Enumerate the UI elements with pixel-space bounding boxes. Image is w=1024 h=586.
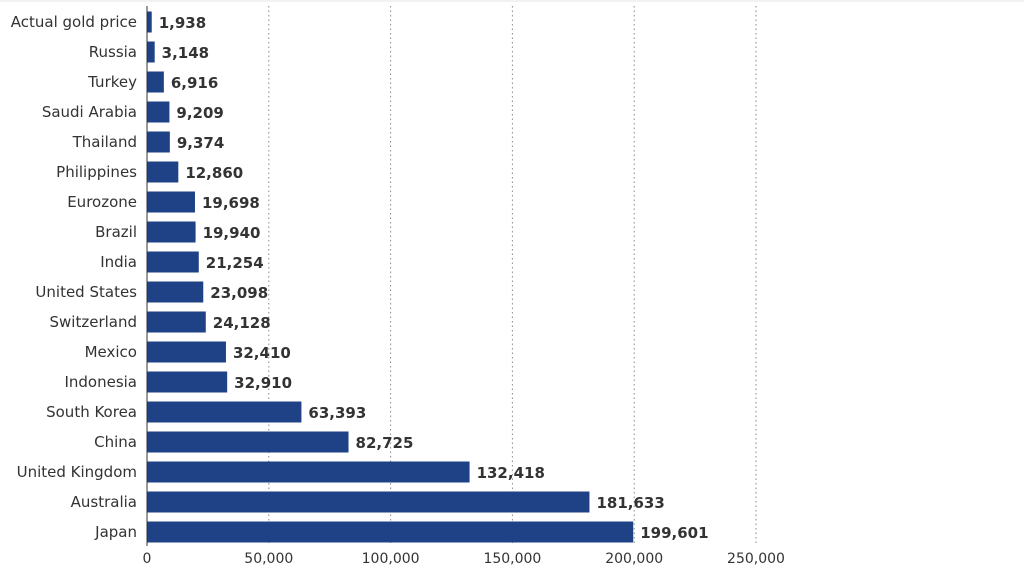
value-label: 24,128 (213, 314, 271, 332)
value-label: 3,148 (162, 44, 209, 62)
value-label: 32,910 (234, 374, 292, 392)
category-label: United States (35, 283, 137, 301)
bars (147, 11, 634, 543)
tick-label: 100,000 (362, 551, 420, 567)
tick-label: 0 (143, 551, 152, 567)
value-label: 181,633 (596, 494, 664, 512)
bar (147, 11, 152, 33)
x-axis-ticks: 0 50,000 100,000 150,000 200,000 250,000 (143, 551, 785, 567)
value-label: 82,725 (356, 434, 414, 452)
value-label: 32,410 (233, 344, 291, 362)
value-label: 21,254 (206, 254, 264, 272)
bar (147, 461, 470, 483)
bar (147, 161, 179, 183)
category-label: Actual gold price (11, 13, 137, 31)
value-label: 23,098 (210, 284, 268, 302)
category-label: Philippines (56, 163, 137, 181)
category-label: India (100, 253, 137, 271)
bar (147, 101, 170, 123)
category-label: Japan (94, 523, 137, 541)
bar (147, 311, 206, 333)
bar (147, 191, 195, 213)
value-label: 1,938 (159, 14, 206, 32)
value-label: 19,940 (203, 224, 261, 242)
gridlines (268, 6, 757, 546)
tick-label: 200,000 (605, 551, 663, 567)
value-label: 63,393 (308, 404, 366, 422)
category-labels: Actual gold price Russia Turkey Saudi Arabi… (11, 13, 137, 541)
tick-label: 50,000 (244, 551, 293, 567)
category-label: Mexico (85, 343, 137, 361)
category-label: Switzerland (50, 313, 138, 331)
value-label: 12,860 (185, 164, 243, 182)
category-label: Turkey (87, 73, 137, 91)
bar (147, 251, 199, 273)
value-label: 6,916 (171, 74, 218, 92)
category-label: Brazil (95, 223, 137, 241)
value-labels: 1,938 3,148 6,916 9,209 9,374 12,860 19,698 19,… (159, 14, 709, 542)
bar (147, 371, 228, 393)
category-label: Eurozone (67, 193, 137, 211)
tick-label: 150,000 (483, 551, 541, 567)
bar (147, 41, 155, 63)
category-label: Saudi Arabia (42, 103, 137, 121)
category-label: China (94, 433, 137, 451)
bar (147, 521, 634, 543)
category-label: United Kingdom (17, 463, 137, 481)
bar (147, 341, 226, 363)
category-label: Thailand (72, 133, 137, 151)
value-label: 9,374 (177, 134, 224, 152)
category-label: Australia (71, 493, 137, 511)
category-label: Russia (89, 43, 137, 61)
value-label: 199,601 (640, 524, 708, 542)
category-label: Indonesia (64, 373, 137, 391)
bar (147, 431, 349, 453)
value-label: 132,418 (477, 464, 545, 482)
value-label: 9,209 (176, 104, 223, 122)
bar (147, 221, 196, 243)
bar (147, 491, 590, 513)
bar (147, 401, 302, 423)
bar (147, 131, 170, 153)
bar (147, 71, 164, 93)
bar (147, 281, 204, 303)
value-label: 19,698 (202, 194, 260, 212)
category-label: South Korea (46, 403, 137, 421)
tick-label: 250,000 (727, 551, 785, 567)
